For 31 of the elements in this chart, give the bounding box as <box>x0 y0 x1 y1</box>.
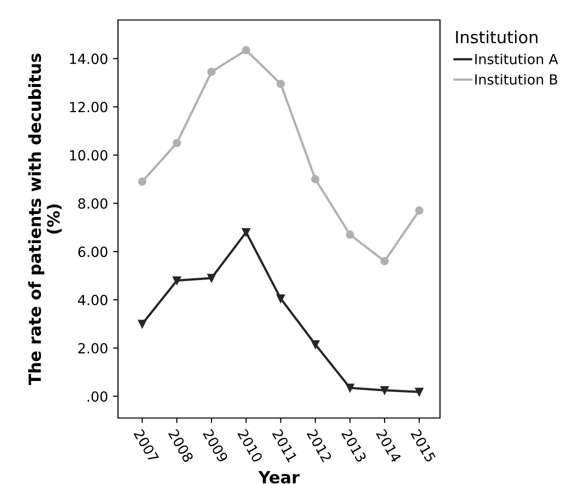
point <box>346 384 354 392</box>
point <box>415 206 424 215</box>
point <box>207 68 216 76</box>
y-tick-label: 10.00 <box>70 150 108 161</box>
x-axis-title: Year <box>258 471 300 484</box>
y-tick-label: 4.00 <box>78 294 108 306</box>
y-tick-label: 12.00 <box>70 102 108 112</box>
point <box>276 80 285 88</box>
y-tick-label: 2.00 <box>78 343 108 354</box>
y-tick-label: 8.00 <box>78 198 108 209</box>
legend-label: Institution A <box>475 54 558 64</box>
point <box>380 257 389 266</box>
point <box>276 294 285 303</box>
legend-label: Institution B <box>475 74 558 85</box>
y-axis-title: The rate of patients with decubitus (%) <box>28 54 62 386</box>
point <box>207 274 216 282</box>
legend-title: Institution <box>456 30 538 44</box>
point <box>138 177 146 186</box>
y-tick-label: 14.00 <box>70 54 108 64</box>
point <box>172 276 182 285</box>
point <box>346 230 354 239</box>
point <box>242 228 250 236</box>
point <box>415 388 424 396</box>
point <box>138 320 146 328</box>
point <box>172 138 182 148</box>
y-tick-label: .00 <box>88 391 108 402</box>
point <box>311 340 320 349</box>
y-tick-label: 6.00 <box>78 246 108 258</box>
point <box>311 175 320 184</box>
point <box>380 386 389 394</box>
point <box>242 46 250 54</box>
